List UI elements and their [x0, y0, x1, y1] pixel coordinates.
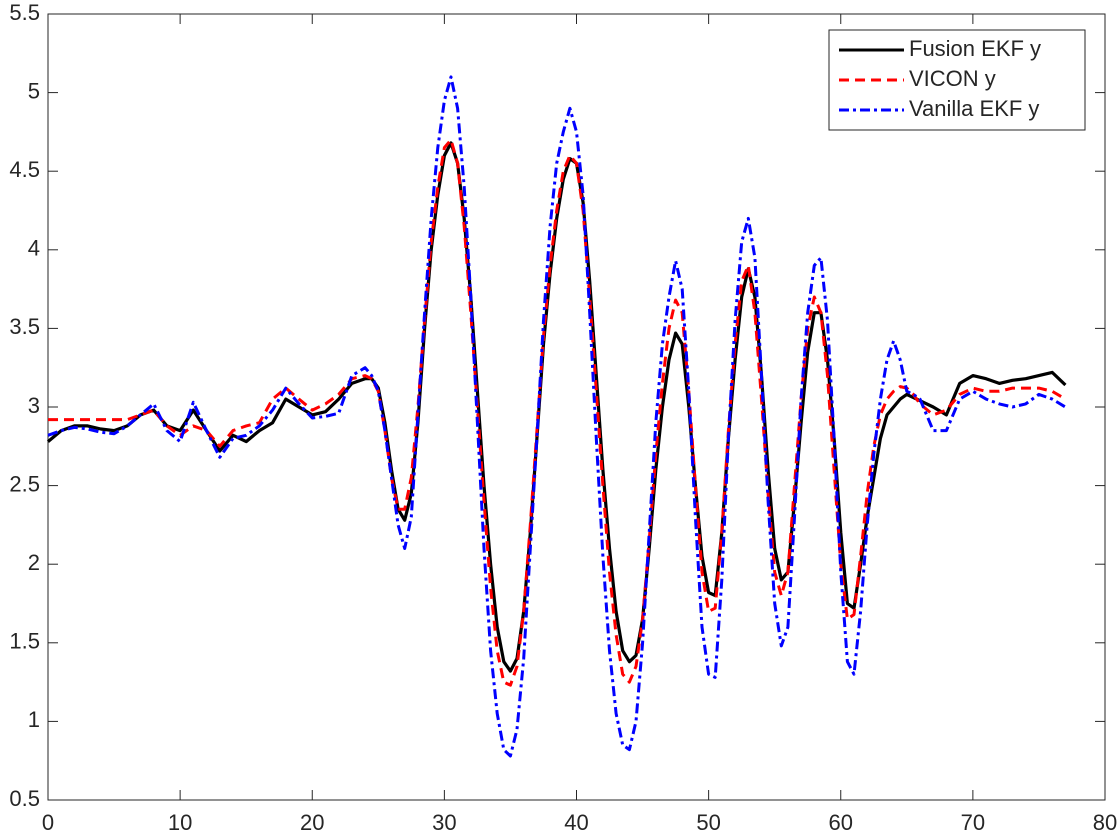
- legend-label: Vanilla EKF y: [909, 96, 1039, 121]
- x-tick-label: 0: [42, 810, 54, 835]
- x-tick-label: 20: [300, 810, 324, 835]
- y-tick-label: 2.5: [9, 471, 40, 496]
- plot-frame: [47, 13, 1106, 801]
- x-tick-label: 40: [564, 810, 588, 835]
- x-tick-label: 70: [961, 810, 985, 835]
- y-tick-label: 1: [28, 707, 40, 732]
- legend-label: VICON y: [909, 66, 996, 91]
- y-tick-label: 3: [28, 393, 40, 418]
- y-tick-label: 3.5: [9, 314, 40, 339]
- legend-label: Fusion EKF y: [909, 36, 1041, 61]
- y-tick-label: 0.5: [9, 786, 40, 811]
- series-line: [47, 75, 1067, 758]
- y-tick-label: 1.5: [9, 629, 40, 654]
- series-line: [48, 138, 1067, 687]
- x-tick-label: 80: [1093, 810, 1117, 835]
- y-tick-label: 5.5: [9, 0, 40, 25]
- legend: Fusion EKF y VICON y Vanilla EKF y: [828, 29, 1086, 131]
- y-tick-label: 5: [28, 78, 40, 103]
- x-tick-label: 50: [696, 810, 720, 835]
- x-tick-label: 10: [168, 810, 192, 835]
- y-tick-label: 4.5: [9, 157, 40, 182]
- y-tick-label: 4: [28, 236, 40, 261]
- x-tick-label: 30: [432, 810, 456, 835]
- x-tick-label: 60: [829, 810, 853, 835]
- y-tick-label: 2: [28, 550, 40, 575]
